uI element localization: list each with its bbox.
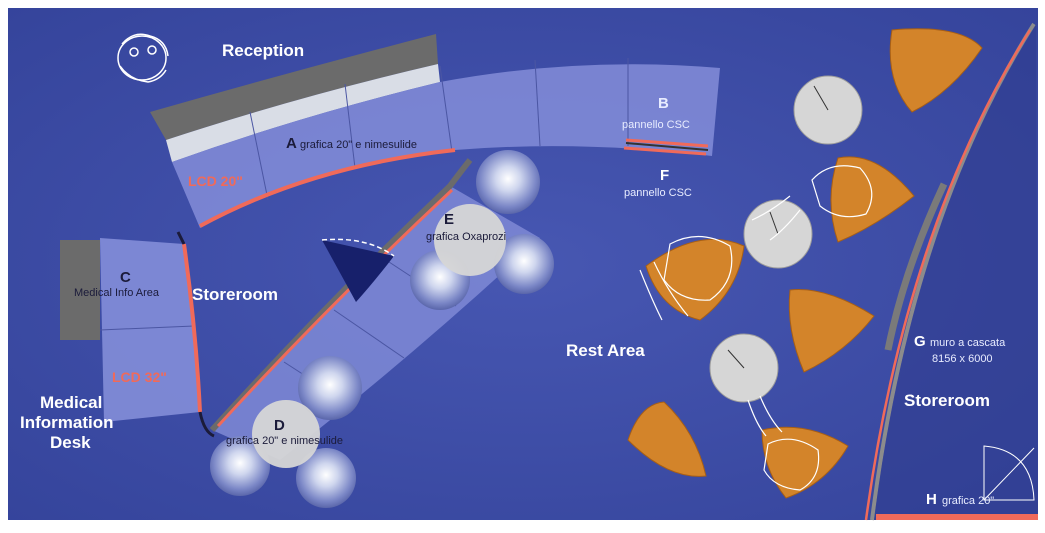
zone-rest-area-label: Rest Area (566, 341, 645, 360)
item-g-text-2: 8156 x 6000 (932, 353, 993, 365)
item-h-letter: H (926, 491, 937, 508)
item-c-text: Medical Info Area (74, 287, 160, 299)
zone-storeroom-left-label: Storeroom (192, 285, 278, 304)
sphere-d1 (298, 356, 362, 420)
lcd-left-line (182, 243, 202, 413)
item-d-text: grafica 20" e nimesulide (226, 435, 343, 447)
sphere-d3 (296, 448, 356, 508)
door-h-line (983, 447, 1035, 501)
people-sketches (639, 165, 873, 491)
medical-panel-divider (99, 325, 195, 331)
panel-a-band (172, 64, 720, 228)
medical-panel (100, 238, 200, 422)
zone-medical-line1: Medical (40, 393, 102, 412)
table-d (252, 400, 320, 468)
item-b-text: pannello CSC (622, 119, 690, 131)
lcd-top-line (199, 148, 456, 228)
lcd-left-label: LCD 32" (112, 369, 167, 385)
item-e-text: grafica Oxaprozi (426, 231, 506, 243)
logo-icon (117, 33, 169, 83)
wall-g-segment (884, 182, 948, 351)
zone-medical-line2: Information (20, 413, 114, 432)
table-pointer-lines (727, 85, 829, 369)
zone-medical-line3: Desk (50, 433, 91, 452)
item-f-letter: F (660, 167, 669, 184)
panel-de-edge-line (209, 158, 473, 433)
lcd-top-label: LCD 20" (188, 173, 243, 189)
medical-wall-dark (60, 240, 100, 340)
zone-reception-label: Reception (222, 41, 304, 60)
reception-counter-light (166, 64, 440, 162)
door-swing-outline (321, 238, 395, 257)
item-h-text: grafica 20" (942, 495, 994, 507)
item-f-text: pannello CSC (624, 187, 692, 199)
item-a-letter: A (286, 135, 297, 152)
door-h-swing (983, 445, 1035, 501)
reception-counter-dark (150, 34, 438, 140)
bottom-accent-strip (876, 514, 1038, 520)
sphere-e1 (476, 150, 540, 214)
panel-b-lines-dark (625, 142, 709, 151)
sphere-e2 (494, 234, 554, 294)
item-a-text: grafica 20" e nimesulide (300, 139, 417, 151)
item-g-text-1: muro a cascata (930, 337, 1006, 349)
medical-dark-edge (176, 231, 215, 438)
door-swing (322, 240, 394, 302)
right-curved-accent (864, 29, 1032, 521)
item-c-letter: C (120, 269, 131, 286)
panel-b-lines (623, 138, 709, 156)
item-b-letter: B (658, 95, 669, 112)
rest-area-chairs (627, 28, 983, 499)
item-g-letter: G (914, 333, 926, 350)
table-e (434, 204, 506, 276)
item-d-letter: D (274, 417, 285, 434)
panel-a-dividers (249, 58, 629, 201)
zone-storeroom-right-label: Storeroom (904, 391, 990, 410)
item-e-letter: E (444, 211, 454, 228)
sphere-d2 (210, 436, 270, 496)
panel-de-accent-line (216, 188, 454, 428)
storeroom-right-area (874, 24, 1038, 520)
